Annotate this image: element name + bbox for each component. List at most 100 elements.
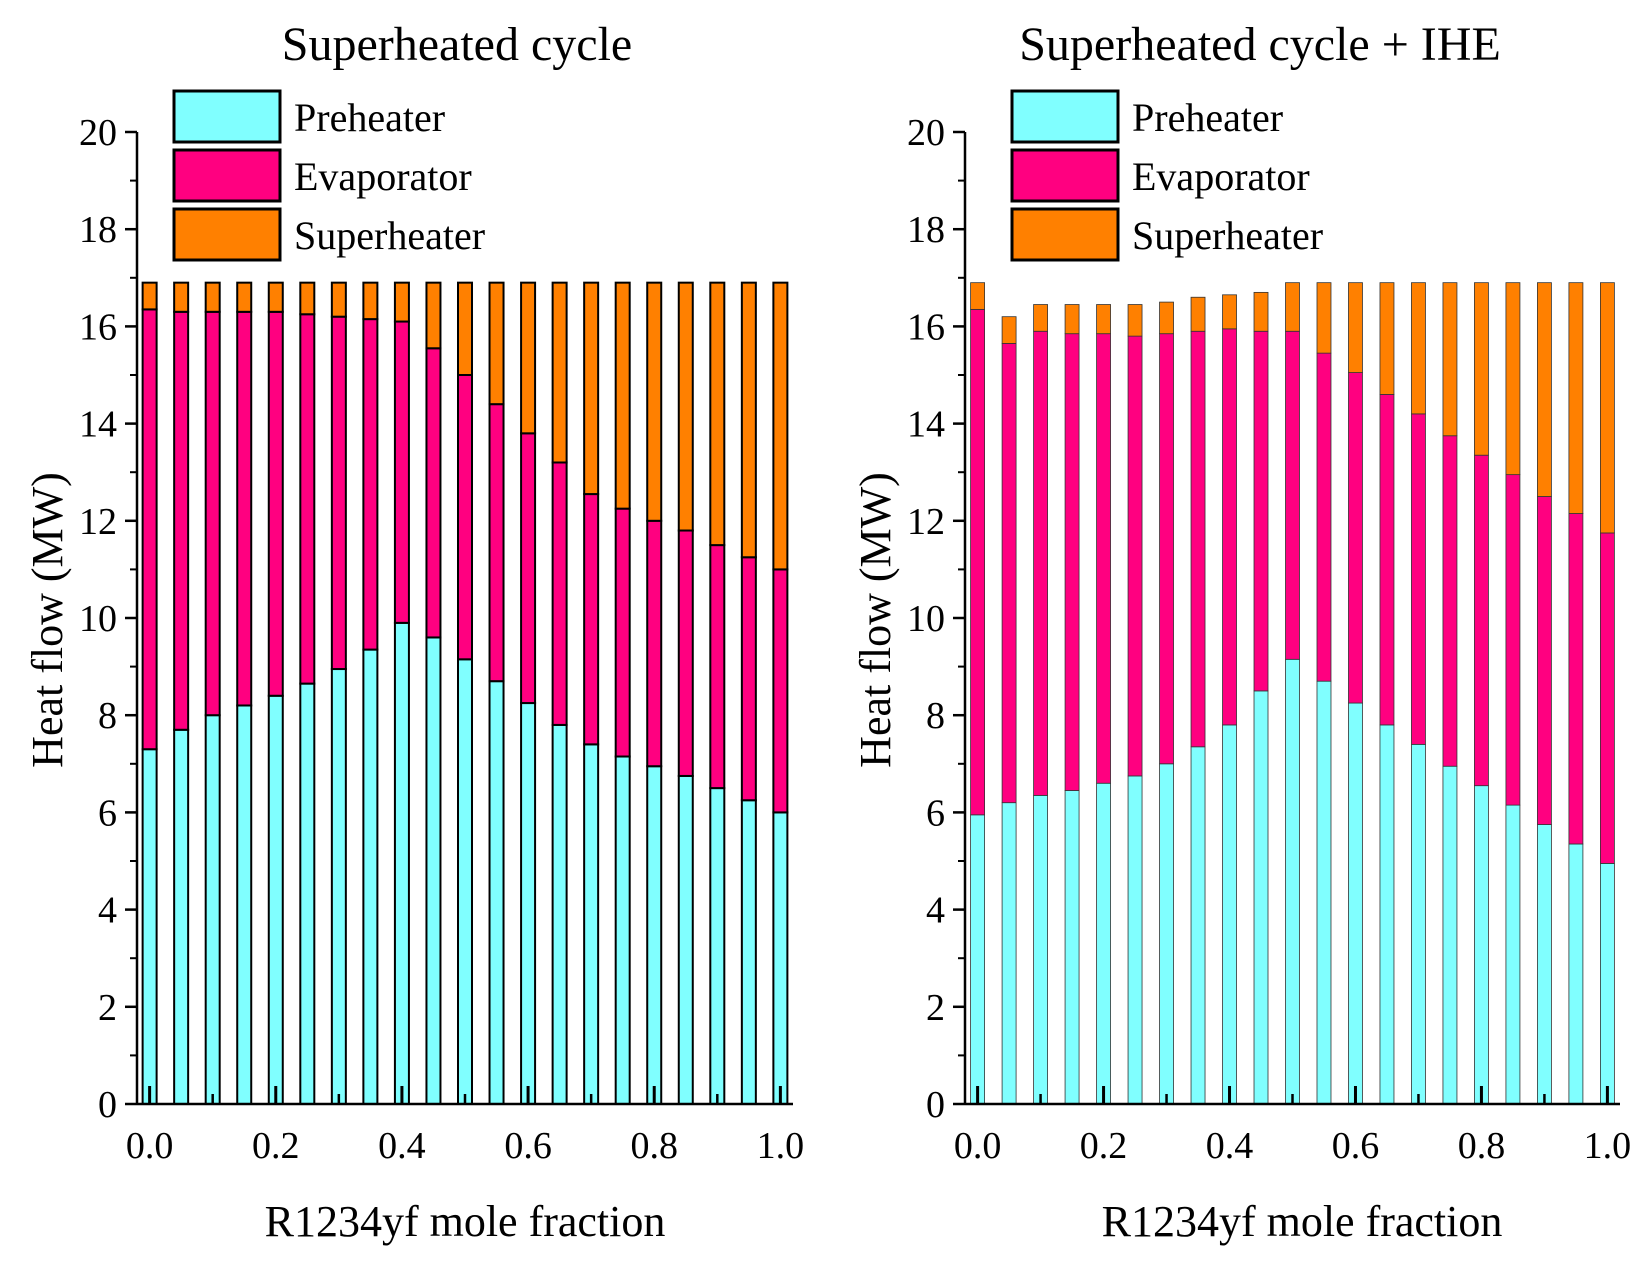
bar-preheater-left [551, 723, 568, 1105]
bar-superheater-right [1222, 294, 1237, 330]
bar-preheater-right [1001, 802, 1017, 1105]
bar-preheater-left [267, 694, 284, 1105]
bar-superheater-right [1348, 282, 1363, 373]
x-tick-label: 0.8 [1458, 1125, 1506, 1167]
bar-preheater-left [614, 755, 631, 1105]
y-tick-label: 4 [926, 890, 945, 932]
bar-evaporator-left [425, 347, 442, 639]
legend-label-evaporator: Evaporator [1132, 154, 1310, 199]
bar-preheater-right [1537, 824, 1552, 1105]
bar-evaporator-left [583, 493, 600, 746]
bar-evaporator-right [1001, 343, 1017, 804]
bar-preheater-right [1159, 763, 1174, 1105]
legend-label-superheater: Superheater [294, 213, 485, 258]
bar-evaporator-left [551, 461, 568, 726]
bar-preheater-left [141, 748, 158, 1105]
chart-title-left: Superheated cycle [282, 18, 632, 71]
bar-superheater-left [677, 281, 694, 532]
bar-evaporator-right [1285, 330, 1300, 660]
bar-evaporator-right [1253, 330, 1269, 692]
x-tick-label: 0.0 [954, 1125, 1002, 1167]
bar-evaporator-left [740, 556, 757, 802]
bar-preheater-left [583, 743, 600, 1105]
y-tick-label: 20 [79, 112, 117, 154]
bar-superheater-left [204, 281, 221, 313]
bar-superheater-left [488, 281, 505, 406]
bar-superheater-right [1474, 282, 1489, 456]
x-tick-label: 0.6 [504, 1125, 552, 1167]
y-tick-label: 0 [926, 1084, 945, 1126]
bar-preheater-left [393, 621, 410, 1105]
x-tick-label: 0.2 [1080, 1125, 1128, 1167]
bars-left [141, 281, 789, 1106]
legend-label-superheater: Superheater [1132, 213, 1323, 258]
legend-label-evaporator: Evaporator [294, 154, 472, 199]
y-tick-label: 18 [907, 209, 945, 251]
legend-left: Preheater Evaporator Superheater [172, 89, 485, 262]
bar-superheater-left [267, 281, 284, 313]
legend-swatch-preheater [172, 89, 282, 144]
bar-superheater-left [551, 281, 568, 464]
bar-evaporator-right [1316, 352, 1332, 682]
bar-preheater-right [970, 814, 985, 1105]
bar-superheater-right [970, 282, 985, 310]
bar-preheater-left [173, 728, 190, 1106]
bar-superheater-right [1159, 301, 1174, 335]
bar-evaporator-right [1474, 454, 1489, 787]
bar-preheater-right [1316, 680, 1332, 1105]
x-tick-label: 0.0 [126, 1125, 174, 1167]
bar-evaporator-right [1033, 330, 1048, 796]
bar-preheater-left [740, 799, 757, 1105]
y-tick-label: 4 [98, 890, 117, 932]
y-tick-label: 2 [926, 987, 945, 1029]
y-tick-label: 6 [98, 792, 117, 834]
bar-evaporator-right [1442, 435, 1458, 767]
legend-swatch-superheater [172, 207, 282, 262]
bar-superheater-left [646, 281, 663, 522]
bar-superheater-right [1411, 282, 1426, 415]
bar-superheater-right [1600, 282, 1615, 534]
bar-superheater-right [1285, 282, 1300, 332]
bar-preheater-right [1568, 843, 1584, 1105]
y-tick-label: 18 [79, 209, 117, 251]
bar-preheater-left [646, 765, 663, 1105]
y-tick-label: 12 [79, 501, 117, 543]
bar-evaporator-right [1096, 333, 1111, 784]
y-tick-label: 16 [79, 306, 117, 348]
bar-evaporator-left [646, 519, 663, 768]
panel-left: Superheated cycle 0 2 4 6 8 10 12 14 16 18 20 0.0 0.… [23, 18, 804, 1246]
bar-evaporator-right [1379, 394, 1395, 726]
bar-evaporator-right [1127, 335, 1143, 777]
y-axis-label-right: Heat flow (MW) [851, 472, 900, 768]
bar-superheater-right [1537, 282, 1552, 497]
bar-preheater-right [1348, 702, 1363, 1105]
x-axis-label-left: R1234yf mole fraction [265, 1197, 666, 1246]
bar-superheater-left [330, 281, 347, 318]
bar-preheater-right [1379, 724, 1395, 1105]
bar-preheater-right [1411, 743, 1426, 1105]
bar-evaporator-left [457, 374, 473, 661]
bar-evaporator-right [1159, 333, 1174, 765]
x-tick-label: 0.4 [378, 1125, 426, 1167]
bar-evaporator-left [299, 313, 316, 685]
bar-preheater-left [677, 774, 694, 1105]
bar-preheater-right [1505, 804, 1521, 1105]
y-tick-label: 16 [907, 306, 945, 348]
bar-evaporator-left [141, 308, 158, 751]
bar-evaporator-left [204, 310, 221, 717]
legend-swatch-evaporator [172, 148, 282, 203]
x-tick-label: 0.2 [252, 1125, 300, 1167]
legend-swatch-evaporator [1010, 148, 1120, 203]
bar-superheater-right [1568, 282, 1584, 514]
bar-preheater-right [1474, 785, 1489, 1105]
bar-preheater-left [488, 680, 505, 1105]
bar-superheater-left [299, 281, 316, 316]
bar-superheater-left [362, 281, 379, 321]
bar-evaporator-left [236, 310, 253, 707]
y-tick-label: 14 [907, 404, 945, 446]
bar-preheater-right [1064, 790, 1080, 1105]
bar-preheater-left [425, 636, 442, 1105]
bar-preheater-left [330, 668, 347, 1106]
bar-evaporator-left [267, 310, 284, 697]
